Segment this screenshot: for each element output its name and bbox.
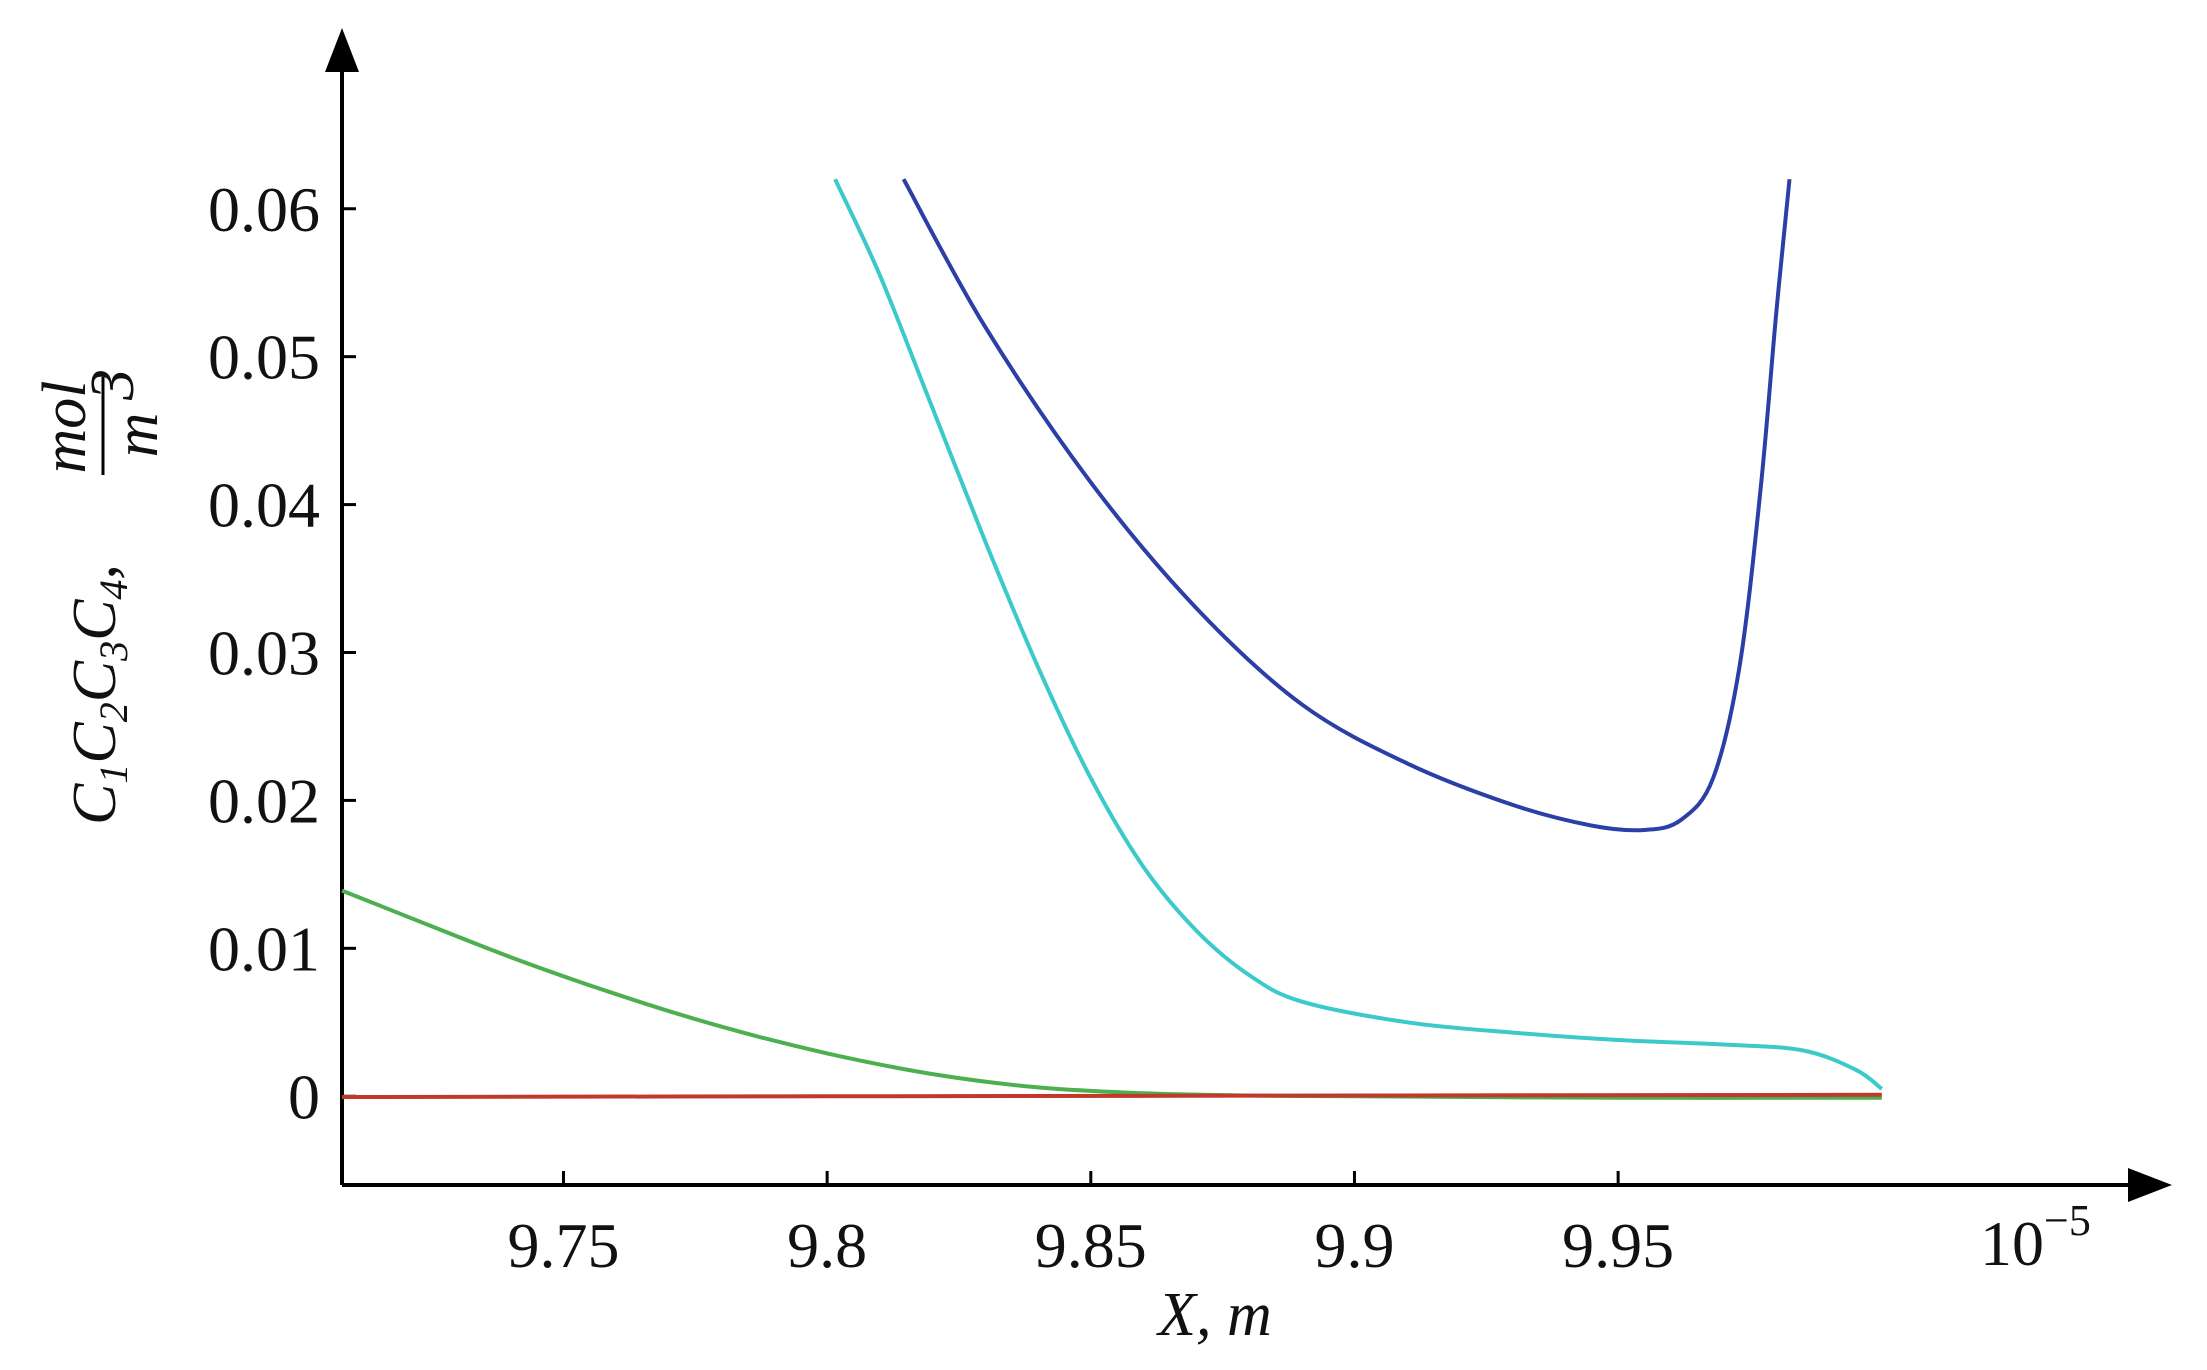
y-tick-label: 0	[288, 1061, 320, 1132]
y-tick-label: 0.05	[208, 322, 320, 393]
series-line-3	[341, 888, 1882, 1100]
x-exponent-label: 10−5	[1980, 1196, 2091, 1279]
svg-text:C1C2C3C4,: C1C2C3C4,	[61, 564, 136, 825]
y-tick-label: 0.02	[208, 765, 320, 836]
x-tick-label: 9.8	[787, 1210, 867, 1281]
x-tick-label: 9.75	[507, 1210, 619, 1281]
y-tick-label: 0.03	[208, 618, 320, 689]
x-tick-label: 9.95	[1562, 1210, 1674, 1281]
ticks: 9.75 9.8 9.85 9.9 9.95 0 0.01 0.02 0.03 0.04 0.05 0…	[208, 174, 1674, 1281]
x-tick-label: 9.85	[1035, 1210, 1147, 1281]
y-tick-label: 0.01	[208, 913, 320, 984]
series-line-1	[901, 178, 1792, 833]
x-axis-label: X, m	[1155, 1281, 1272, 1349]
svg-text:3: 3	[79, 369, 147, 401]
svg-text:m: m	[103, 413, 171, 458]
y-tick-label: 0.06	[208, 174, 320, 245]
x-axis-arrow-icon	[2128, 1168, 2172, 1202]
x-tick-label: 9.9	[1314, 1210, 1394, 1281]
svg-text:mol: mol	[31, 381, 99, 474]
series-line-2	[833, 178, 1884, 1091]
y-axis-label: C1C2C3C4, mol m 3	[31, 369, 171, 825]
y-axis-arrow-icon	[325, 28, 359, 72]
series-layer	[341, 178, 1884, 1100]
y-tick-label: 0.04	[208, 470, 320, 541]
series-line-4	[341, 1092, 1882, 1099]
